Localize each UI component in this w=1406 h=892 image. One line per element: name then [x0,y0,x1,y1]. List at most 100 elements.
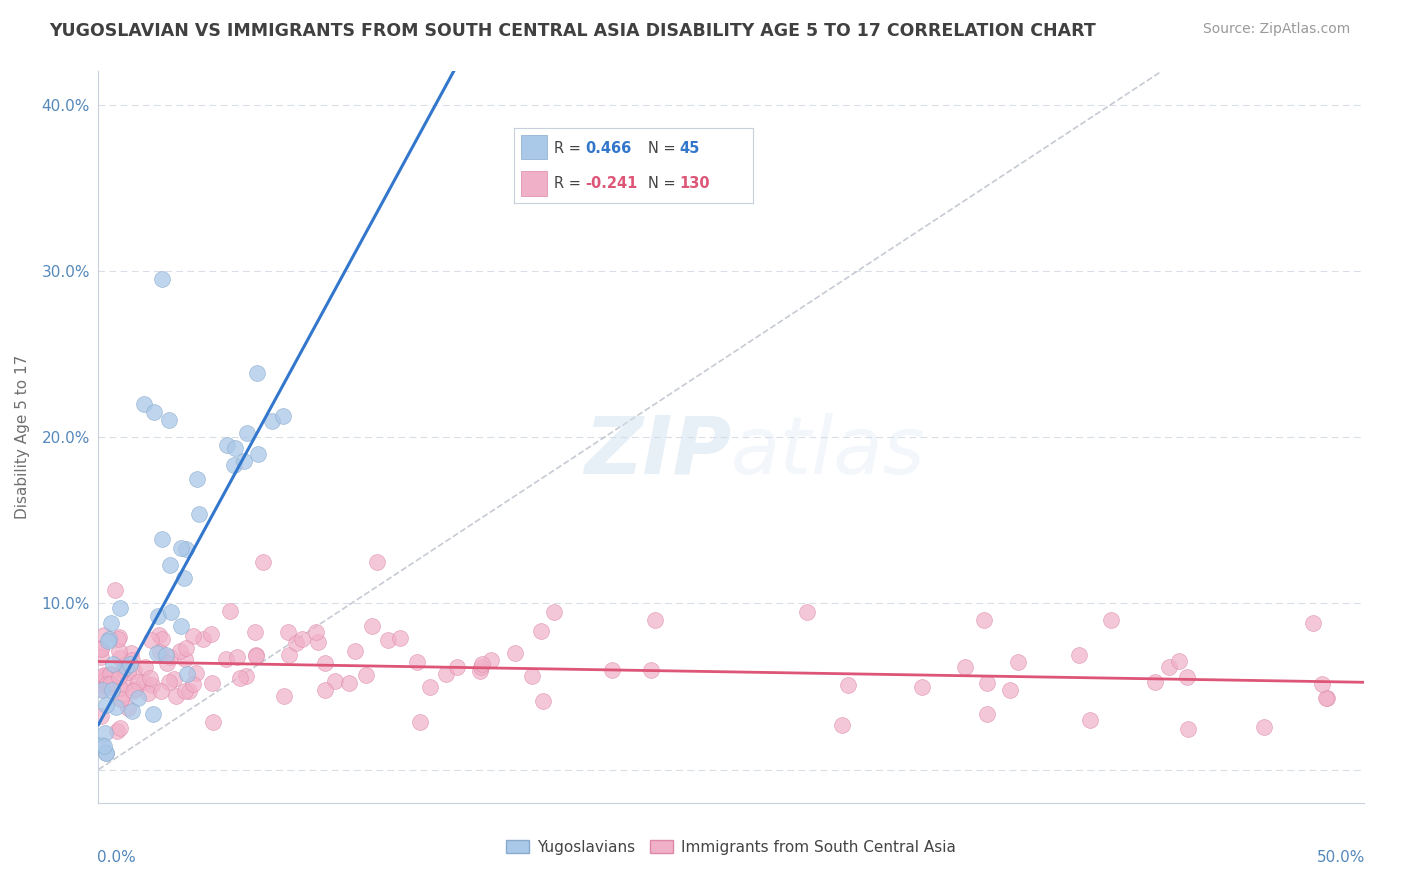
Point [187,507,209,521]
Point [134,674,156,689]
Point [976,707,998,722]
Point [150,532,173,546]
Point [503,646,526,660]
Point [1159,660,1181,674]
Point [277,625,299,640]
Point [470,665,492,679]
Point [305,625,328,640]
Point [246,367,269,381]
Point [531,694,554,708]
Point [174,652,197,666]
Point [1315,690,1337,705]
Point [159,650,181,665]
Point [640,663,662,677]
Point [245,648,267,663]
Point [173,571,195,585]
Text: N =: N = [648,176,681,191]
Point [96,670,118,684]
Point [118,657,141,671]
Point [273,689,295,703]
Point [1007,656,1029,670]
Point [323,674,346,689]
Point [1143,675,1166,690]
Point [246,447,269,461]
Point [314,683,336,698]
Point [97,632,120,646]
Point [93,673,115,688]
Point [90,681,112,696]
Point [1253,720,1275,734]
Text: 0.0%: 0.0% [97,850,136,865]
Point [356,668,378,682]
Point [388,631,411,645]
Point [219,604,242,618]
Text: YUGOSLAVIAN VS IMMIGRANTS FROM SOUTH CENTRAL ASIA DISABILITY AGE 5 TO 17 CORRELA: YUGOSLAVIAN VS IMMIGRANTS FROM SOUTH CEN… [49,22,1095,40]
Point [112,663,135,677]
Point [94,726,117,740]
Point [1175,670,1198,684]
Point [229,671,252,685]
Point [419,680,441,694]
Point [96,677,118,691]
Point [644,613,666,627]
Point [245,648,267,663]
Point [155,648,177,663]
Point [117,665,139,680]
Point [177,684,200,698]
Point [201,676,224,690]
Point [98,680,121,694]
Point [831,718,853,732]
Point [181,676,204,690]
Point [122,664,145,678]
Point [121,704,143,718]
Point [214,652,236,666]
Point [156,657,179,671]
Point [100,666,122,681]
Point [146,646,169,660]
Text: N =: N = [648,141,681,155]
Point [252,556,274,570]
Point [165,690,187,704]
Point [470,659,492,673]
Point [520,669,543,683]
Point [201,714,224,729]
Point [911,680,934,694]
Point [150,632,173,646]
Point [97,634,120,648]
Point [377,633,399,648]
Point [96,746,118,760]
Point [479,653,502,667]
Point [1168,654,1191,668]
Point [343,643,366,657]
Point [360,619,382,633]
Text: R =: R = [554,176,586,191]
Point [160,605,183,619]
Bar [520,171,547,195]
Point [235,669,257,683]
Point [127,691,149,706]
Point [148,628,170,642]
Point [121,653,143,667]
Point [157,675,180,690]
Point [157,413,180,427]
Point [101,657,124,672]
Point [114,677,136,691]
Text: 130: 130 [679,176,710,191]
Point [90,683,112,698]
Point [139,632,162,647]
Point [186,472,208,486]
Text: R =: R = [554,141,586,155]
Point [108,681,131,695]
Point [543,605,565,619]
Point [170,541,193,555]
Point [105,699,128,714]
Point [94,746,117,760]
Point [837,678,859,692]
Point [149,645,172,659]
Point [90,649,112,664]
Point [602,663,624,677]
Point [117,701,139,715]
Point [127,675,149,690]
Point [108,670,131,684]
Point [108,721,131,735]
